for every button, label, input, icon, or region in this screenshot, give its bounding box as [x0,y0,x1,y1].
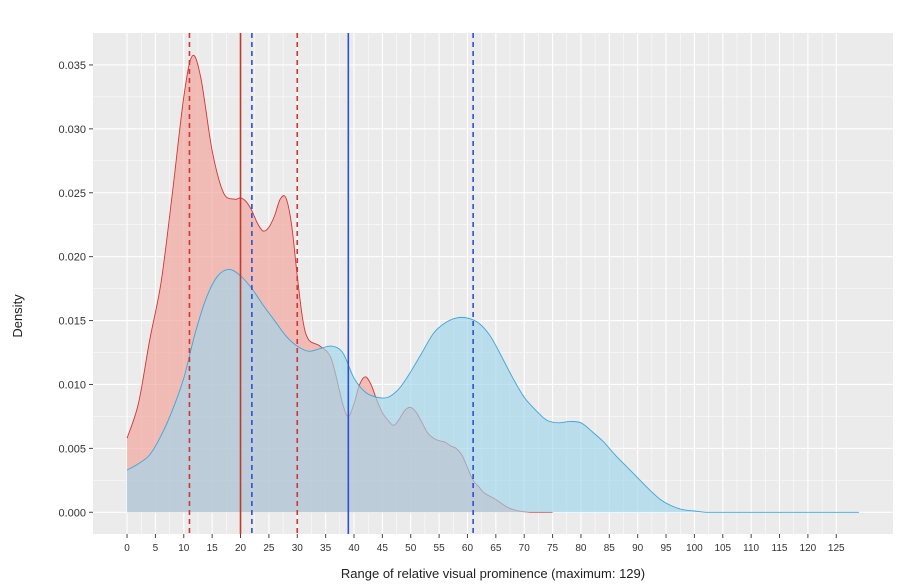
x-tick-label: 90 [632,543,644,554]
y-tick-label: 0.020 [58,252,86,264]
density-areas [126,54,859,513]
y-tick-label: 0.035 [58,60,86,72]
x-axis: 0 5 10 15 20 25 30 35 40 45 50 55 60 65 70 75 80 85 90 95 10… [124,534,845,554]
x-tick-label: 60 [462,543,474,554]
x-tick-label: 0 [124,543,130,554]
x-tick-label: 5 [153,543,159,554]
x-tick-label: 70 [519,543,531,554]
y-axis: 0.000 0.005 0.010 0.015 0.020 0.025 0.030 0.035 [58,60,93,519]
x-tick-label: 50 [405,543,417,554]
x-tick-label: 25 [263,543,275,554]
x-tick-label: 125 [828,543,845,554]
x-tick-label: 40 [348,543,360,554]
x-tick-label: 85 [604,543,616,554]
x-tick-label: 110 [743,543,759,554]
y-tick-label: 0.025 [58,188,86,200]
y-tick-label: 0.005 [58,443,86,455]
x-tick-label: 80 [575,543,587,554]
x-tick-label: 35 [320,543,332,554]
x-tick-label: 75 [547,543,559,554]
x-axis-title: Range of relative visual prominence (max… [341,566,645,581]
x-tick-label: 15 [207,543,219,554]
x-tick-label: 30 [292,543,304,554]
x-tick-label: 65 [490,543,502,554]
x-tick-label: 10 [178,543,190,554]
x-tick-label: 120 [800,543,817,554]
y-tick-label: 0.010 [58,379,86,391]
density-curve-2 [126,268,859,513]
x-tick-label: 45 [377,543,389,554]
x-tick-label: 105 [714,543,731,554]
x-tick-label: 100 [686,543,703,554]
reference-lines [188,33,474,534]
y-tick-label: 0.030 [58,124,86,136]
density-area-2 [127,269,859,513]
y-tick-label: 0.015 [58,316,86,328]
x-tick-label: 115 [772,543,788,554]
x-tick-label: 95 [660,543,672,554]
x-tick-label: 20 [235,543,247,554]
y-tick-label: 0.000 [58,507,86,519]
y-axis-title: Density [10,294,25,338]
x-tick-label: 55 [434,543,446,554]
